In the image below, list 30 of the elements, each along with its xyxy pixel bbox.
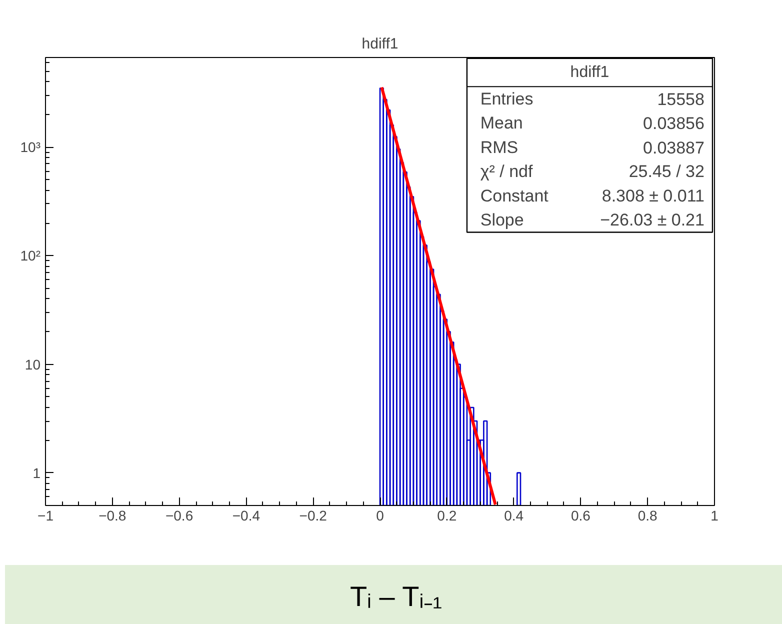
x-tick-label: −0.4 — [232, 508, 260, 524]
annotation: 8.308 ± 0.011 — [602, 186, 704, 206]
annotation: 15558 — [657, 90, 704, 109]
annotation: hdiff1 — [570, 64, 610, 82]
x-tick-label: −0.6 — [165, 508, 194, 524]
y-tick-label: 10² — [20, 248, 41, 264]
x-tick-label: 0.4 — [504, 508, 524, 524]
x-tick-label: −1 — [38, 508, 54, 524]
annotation: 0.03887 — [643, 138, 704, 158]
x-tick-label: 0.8 — [638, 508, 658, 524]
x-tick-label: 0.6 — [570, 508, 591, 524]
annotation: Slope — [480, 210, 524, 230]
x-tick-label: −0.2 — [299, 508, 328, 524]
y-tick-label: 10³ — [20, 139, 41, 156]
x-tick-label: 0 — [376, 508, 384, 524]
annotation: Mean — [480, 114, 523, 133]
x-tick-label: 1 — [710, 508, 719, 524]
annotation: Entries — [480, 89, 534, 108]
x-axis-title: Tᵢ – Tᵢ₋₁ — [350, 580, 442, 614]
annotation: Constant — [480, 186, 549, 206]
x-tick-label: −0.8 — [98, 508, 126, 524]
annotation: 25.45 / 32 — [628, 162, 704, 182]
annotation: 0.03856 — [643, 114, 704, 134]
chart-title: hdiff1 — [362, 36, 398, 52]
annotation: χ² / ndf — [480, 162, 534, 182]
x-tick-label: 0.2 — [437, 508, 457, 524]
annotation: −26.03 ± 0.21 — [600, 210, 704, 230]
annotation: RMS — [480, 138, 518, 157]
y-tick-label: 1 — [32, 464, 41, 481]
y-tick-label: 10 — [24, 356, 41, 372]
